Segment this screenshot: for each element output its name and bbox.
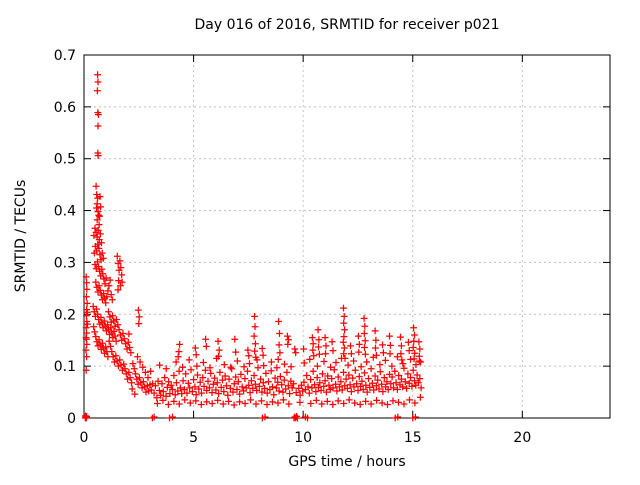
tick-labels: 0 5 10 15 20 0 0.1 0.2 0.3 0.4 0.5 0.6 0.7 <box>54 48 532 446</box>
y-axis-label: SRMTID / TECUs <box>13 180 29 293</box>
data-points <box>81 71 425 422</box>
x-axis-label: GPS time / hours <box>288 454 405 470</box>
x-tick-label: 15 <box>404 430 422 446</box>
grid-lines <box>84 55 610 418</box>
y-tick-label: 0.3 <box>54 255 76 271</box>
y-tick-label: 0.6 <box>54 100 76 116</box>
x-tick-label: 5 <box>189 430 198 446</box>
y-tick-label: 0.5 <box>54 152 76 168</box>
y-tick-label: 0.1 <box>54 359 76 375</box>
x-tick-label: 20 <box>513 430 531 446</box>
plot-border <box>83 54 611 419</box>
y-tick-label: 0.7 <box>54 48 76 64</box>
y-tick-label: 0 <box>67 411 76 427</box>
axes <box>83 54 611 419</box>
chart-title: Day 016 of 2016, SRMTID for receiver p02… <box>194 17 499 33</box>
y-tick-label: 0.2 <box>54 307 76 323</box>
x-tick-label: 10 <box>294 430 312 446</box>
x-tick-label: 0 <box>80 430 89 446</box>
y-tick-label: 0.4 <box>54 204 76 220</box>
scatter-points <box>81 71 425 422</box>
